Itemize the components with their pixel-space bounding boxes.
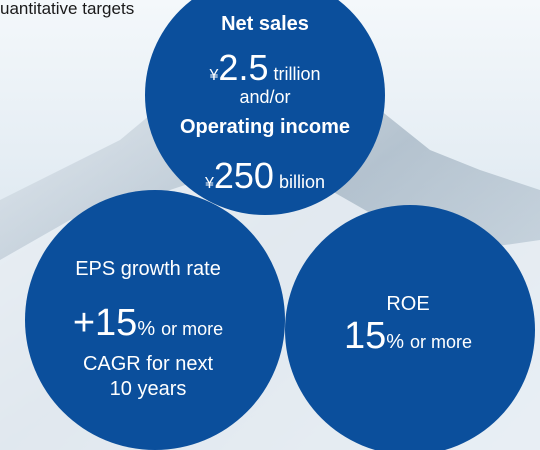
amount: +15 bbox=[73, 302, 137, 344]
label: EPS growth rate bbox=[75, 258, 221, 280]
value: 15% or more bbox=[344, 315, 472, 357]
unit: % bbox=[137, 318, 155, 340]
currency: ¥ bbox=[204, 175, 214, 192]
amount: 2.5 bbox=[218, 47, 268, 88]
unit: trillion bbox=[273, 64, 320, 84]
unit: % bbox=[386, 331, 404, 353]
note: 10 years bbox=[110, 378, 187, 400]
currency: ¥ bbox=[209, 67, 219, 84]
connector: and/or bbox=[239, 87, 290, 107]
suffix: or more bbox=[161, 319, 223, 339]
amount: 15 bbox=[344, 315, 386, 357]
label: Operating income bbox=[180, 116, 350, 138]
label: ROE bbox=[386, 293, 429, 315]
note: CAGR for next bbox=[83, 353, 213, 375]
unit: billion bbox=[279, 172, 325, 192]
value: ¥2.5 trillion bbox=[209, 47, 321, 88]
value: ¥250 billion bbox=[204, 155, 325, 196]
label: Net sales bbox=[221, 13, 309, 35]
target-circle bbox=[285, 205, 535, 450]
value: +15% or more bbox=[73, 302, 223, 344]
amount: 250 bbox=[214, 155, 274, 196]
suffix: or more bbox=[410, 332, 472, 352]
heading: uantitative targets bbox=[0, 0, 134, 18]
target-circle bbox=[25, 190, 285, 450]
target-circle bbox=[145, 0, 385, 215]
